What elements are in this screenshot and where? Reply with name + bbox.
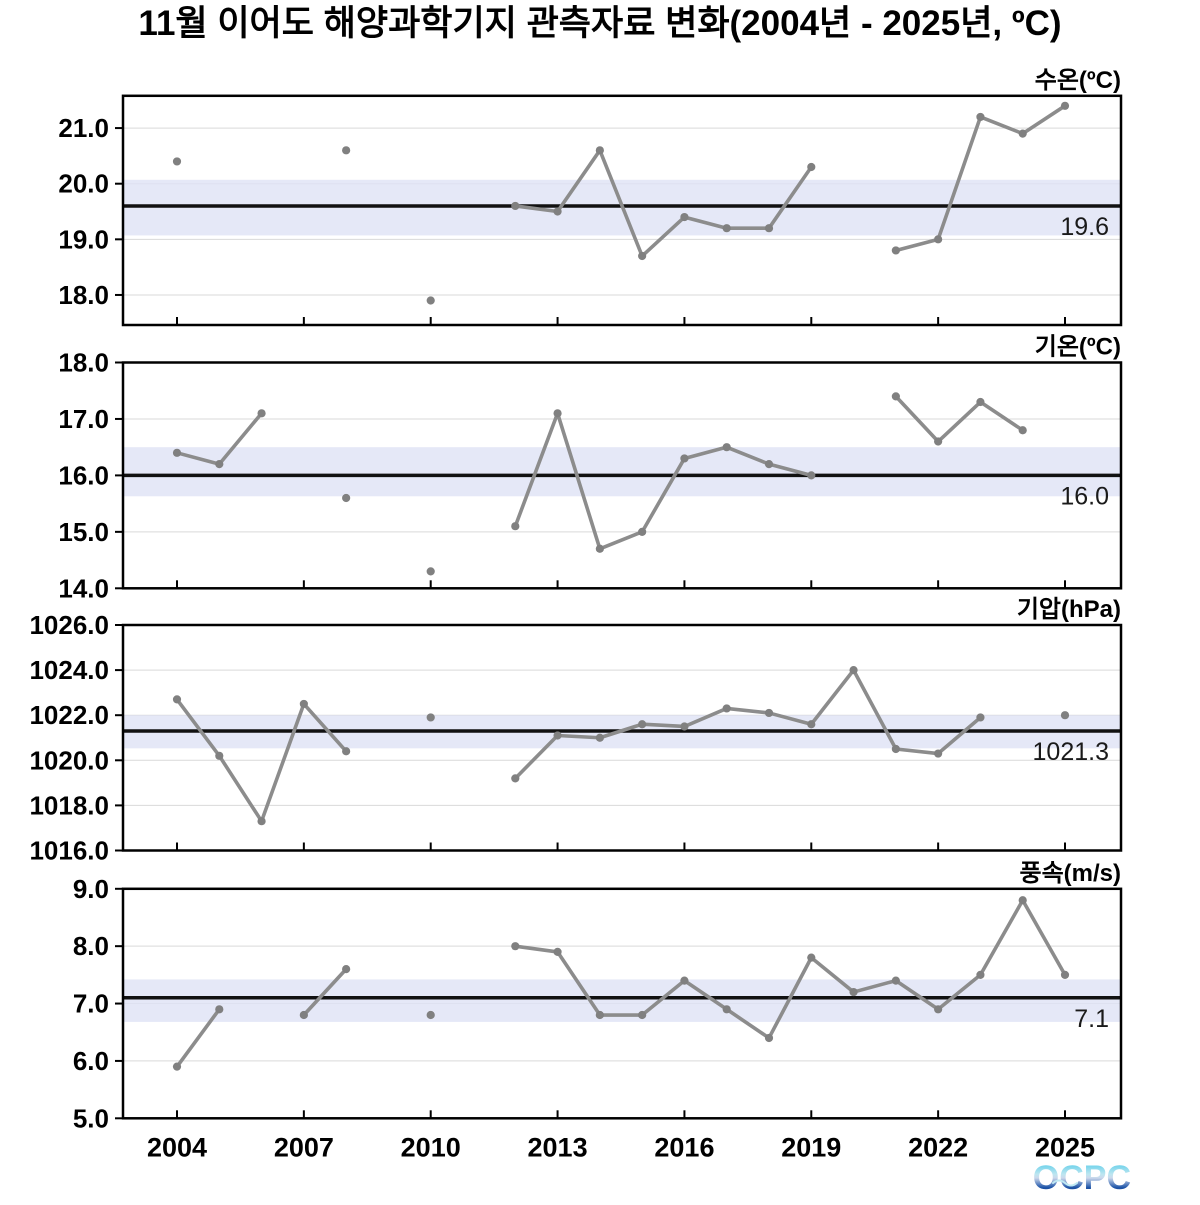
svg-text:2007: 2007 [274, 1132, 334, 1162]
svg-text:7.0: 7.0 [73, 989, 109, 1019]
svg-text:수온(ºC): 수온(ºC) [1035, 67, 1121, 94]
svg-text:2013: 2013 [528, 1132, 588, 1162]
svg-text:21.0: 21.0 [58, 113, 109, 143]
svg-text:19.0: 19.0 [58, 224, 109, 254]
svg-text:2016: 2016 [654, 1132, 714, 1162]
svg-text:2022: 2022 [908, 1132, 968, 1162]
svg-text:1024.0: 1024.0 [29, 655, 109, 685]
svg-text:6.0: 6.0 [73, 1046, 109, 1076]
svg-text:풍속(m/s): 풍속(m/s) [1020, 860, 1122, 887]
svg-text:7.1: 7.1 [1074, 1005, 1109, 1033]
svg-text:1022.0: 1022.0 [29, 700, 109, 730]
svg-text:2025: 2025 [1035, 1132, 1095, 1162]
svg-text:16.0: 16.0 [58, 460, 109, 490]
svg-text:17.0: 17.0 [58, 404, 109, 434]
svg-text:5.0: 5.0 [73, 1103, 109, 1133]
svg-text:1021.3: 1021.3 [1033, 738, 1109, 766]
svg-text:15.0: 15.0 [58, 517, 109, 547]
svg-text:18.0: 18.0 [58, 280, 109, 310]
svg-text:9.0: 9.0 [73, 874, 109, 904]
svg-text:2004: 2004 [147, 1132, 207, 1162]
svg-text:OCPC: OCPC [1033, 1159, 1131, 1197]
svg-text:2019: 2019 [781, 1132, 841, 1162]
svg-text:20.0: 20.0 [58, 169, 109, 199]
svg-text:2010: 2010 [401, 1132, 461, 1162]
svg-text:18.0: 18.0 [58, 348, 109, 378]
svg-text:14.0: 14.0 [58, 573, 109, 603]
svg-text:기압(hPa): 기압(hPa) [1017, 596, 1121, 623]
svg-text:1020.0: 1020.0 [29, 745, 109, 775]
svg-text:1026.0: 1026.0 [29, 610, 109, 640]
svg-text:8.0: 8.0 [73, 931, 109, 961]
svg-text:1018.0: 1018.0 [29, 790, 109, 820]
svg-text:1016.0: 1016.0 [29, 836, 109, 866]
svg-text:19.6: 19.6 [1060, 213, 1109, 241]
svg-text:16.0: 16.0 [1060, 482, 1109, 510]
svg-text:기온(ºC): 기온(ºC) [1035, 334, 1121, 361]
svg-text:11월 이어도 해양과학기지 관측자료 변화(2004년 -: 11월 이어도 해양과학기지 관측자료 변화(2004년 - 2025년, ºC… [138, 4, 1061, 43]
